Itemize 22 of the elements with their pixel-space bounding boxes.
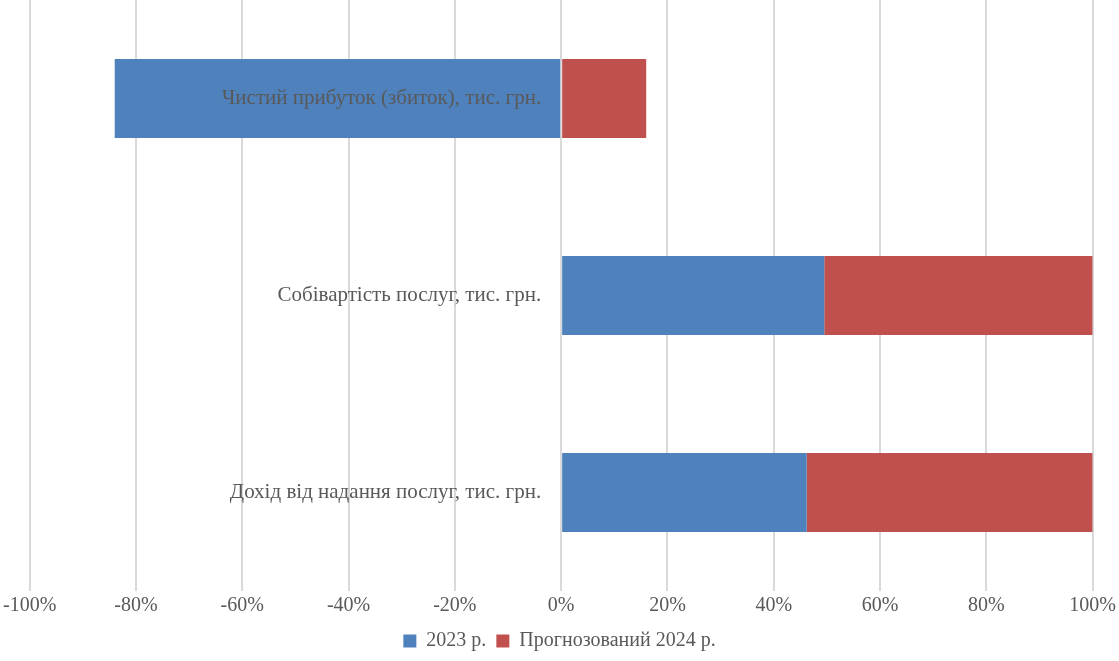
y-tick-label: Собівартість послуг, тис. грн. <box>277 282 542 307</box>
x-tick-label: 80% <box>968 593 1005 616</box>
x-tick-label: -60% <box>220 593 264 616</box>
legend-label: 2023 р. <box>426 628 487 652</box>
x-tick-label: 0% <box>547 593 575 616</box>
x-tick-label: 100% <box>1069 593 1117 616</box>
y-tick-label: Чистий прибуток (збиток), тис. грн. <box>221 85 542 110</box>
x-tick-label: -40% <box>326 593 371 616</box>
bar <box>562 256 825 335</box>
y-tick-label: Дохід від надання послуг, тис. грн. <box>229 479 542 504</box>
bar <box>562 59 647 138</box>
bar <box>806 453 1093 532</box>
x-tick-label: -80% <box>114 593 158 616</box>
bar <box>824 256 1093 335</box>
bar <box>114 59 561 138</box>
x-tick-label: 40% <box>755 593 793 616</box>
bar <box>562 453 807 532</box>
x-tick-label: -100% <box>3 593 57 616</box>
x-tick-label: 20% <box>649 593 686 616</box>
x-tick-label: 60% <box>861 593 899 616</box>
x-tick-label: -20% <box>433 593 477 616</box>
legend-label: Прогнозований 2024 р. <box>519 628 716 652</box>
